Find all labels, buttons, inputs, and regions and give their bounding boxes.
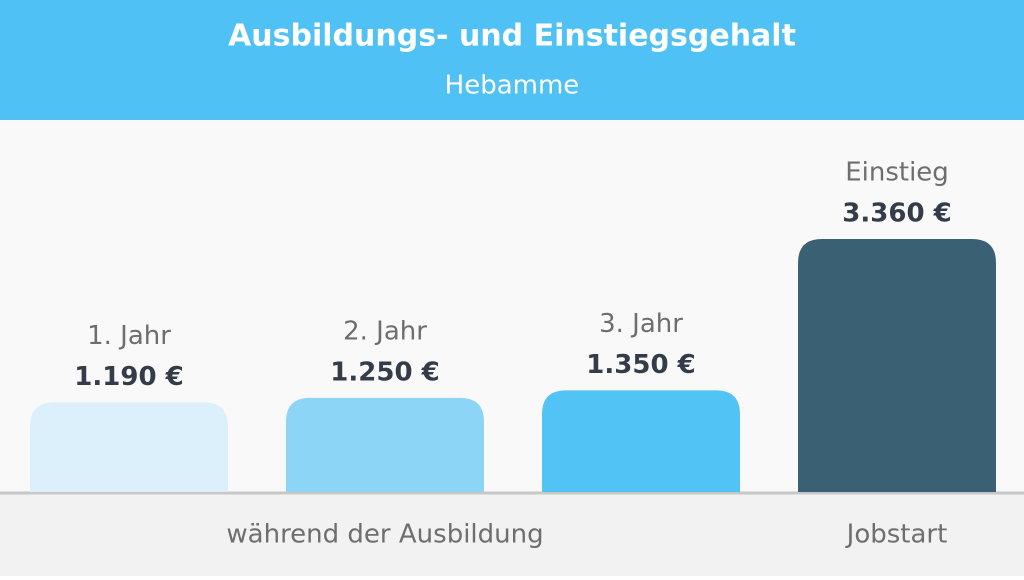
value-label: 1.190 € [74, 362, 183, 392]
value-label: 1.250 € [330, 357, 439, 387]
category-label: 2. Jahr [343, 316, 427, 346]
group-label: Jobstart [845, 520, 948, 550]
chart-title: Ausbildungs- und Einstiegsgehalt [228, 19, 796, 54]
chart-subtitle: Hebamme [445, 71, 580, 101]
value-label: 3.360 € [842, 199, 951, 229]
category-label: 1. Jahr [87, 321, 171, 351]
bar [286, 397, 484, 492]
value-label: 1.350 € [586, 350, 695, 380]
bar [542, 390, 740, 492]
group-label: während der Ausbildung [226, 520, 543, 550]
category-label: 3. Jahr [599, 309, 683, 339]
footer-band [0, 492, 1024, 576]
category-label: Einstieg [845, 158, 949, 188]
bar [30, 402, 228, 492]
header [0, 0, 1024, 120]
bar [798, 239, 996, 492]
